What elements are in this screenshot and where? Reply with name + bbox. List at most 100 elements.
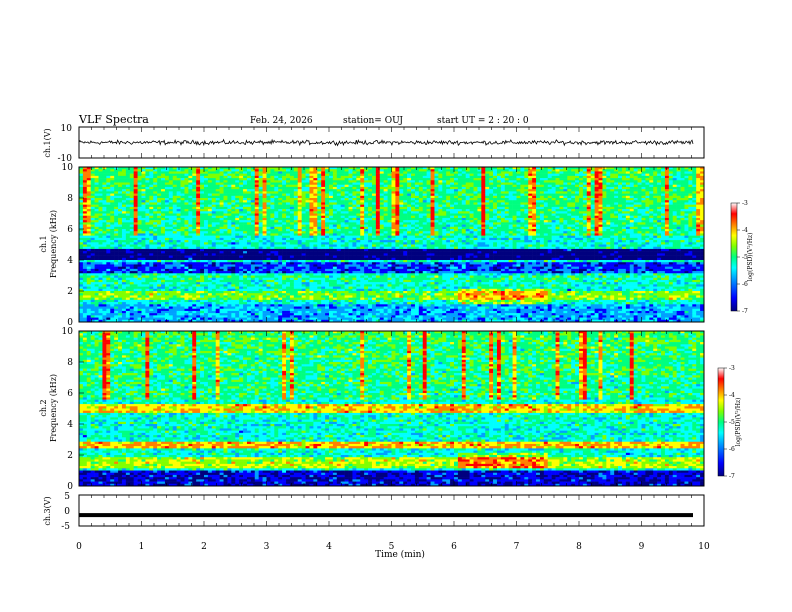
ch1-spectrogram-cell [282, 262, 287, 265]
ch1-spectrogram-cell [262, 304, 267, 307]
ch1-spectrogram-cell [235, 198, 240, 201]
ch1-spectrogram-cell [293, 277, 299, 281]
ch1-spectrogram-cell [227, 275, 232, 279]
ch1-spectrogram-cell [157, 231, 162, 234]
ch1-spectrogram-cell [176, 217, 181, 221]
ch1-spectrogram-cell [219, 235, 224, 239]
ch1-spectrogram-cell [207, 231, 213, 234]
ch1-spectrogram-cell [336, 213, 342, 217]
ch1-spectrogram-cell [340, 173, 345, 177]
ch1-spectrogram-cell [258, 200, 263, 203]
ch1-spectrogram-cell [223, 253, 228, 256]
ch1-spectrogram-cell [239, 295, 244, 298]
ch1-spectrogram-cell [239, 204, 244, 208]
ch1-spectrogram-cell [258, 273, 263, 276]
ch1-spectrogram-cell [282, 204, 287, 208]
ch1-spectrogram-cell [286, 273, 291, 276]
ch1-spectrogram-cell [204, 186, 209, 190]
ch1-spectrogram-cell [200, 226, 205, 230]
ch1-spectrogram-cell [200, 302, 205, 305]
ch1-spectrogram-cell [246, 178, 252, 181]
ch1-spectrogram-cell [250, 297, 256, 301]
ch1-spectrogram-cell [102, 224, 107, 228]
ch1-spectrogram-cell [321, 248, 326, 252]
ch1-spectrogram-cell [215, 293, 220, 296]
ch1-spectrogram-cell [325, 224, 330, 228]
ch1-spectrogram-cell [118, 262, 123, 265]
ch1-spectrogram-cell [227, 184, 232, 188]
ch1-spectrogram-cell [102, 231, 107, 234]
ch1-spectrogram-cell [168, 213, 174, 217]
ch1-spectrogram-cell [227, 313, 232, 316]
ch1-spectrogram-cell [102, 293, 107, 296]
ch1-spectrogram-cell [79, 178, 84, 181]
ch1-spectrogram-cell [161, 293, 166, 296]
ch1-spectrogram-cell [301, 178, 306, 181]
ch1-spectrogram-cell [332, 180, 338, 183]
ch1-spectrogram-cell [332, 277, 338, 281]
ch1-spectrogram-cell [176, 229, 181, 232]
ch1-spectrogram-cell [332, 217, 338, 221]
ch1-spectrogram-cell [79, 315, 84, 318]
ch1-spectrogram-cell [332, 182, 338, 186]
ch1-spectrogram-cell [196, 293, 201, 296]
ch1-spectrogram-cell [192, 275, 197, 279]
ch1-spectrogram-cell [141, 297, 146, 301]
ch1-spectrogram-cell [270, 291, 275, 294]
ch1-spectrogram-cell [196, 186, 201, 190]
ch1-spectrogram-cell [188, 264, 193, 267]
ch1-spectrogram-cell [286, 229, 291, 232]
ch1-spectrogram-cell [278, 248, 283, 252]
ch1-spectrogram-cell [102, 310, 107, 314]
ch1-spectrogram-cell [176, 313, 181, 316]
ch1-spectrogram-cell [184, 310, 189, 314]
ch1-spectrogram-cell [118, 198, 123, 201]
ch1-spectrogram-cell [286, 184, 291, 188]
ch1-spectrogram-cell [192, 186, 197, 190]
ch1-spectrogram-cell [121, 175, 127, 179]
ch1-spectrogram-cell [278, 279, 283, 283]
ch1-spectrogram-cell [145, 260, 150, 263]
ch1-spectrogram-cell [114, 302, 119, 305]
ch1-spectrogram-cell [164, 246, 170, 250]
ch1-spectrogram-cell [278, 242, 283, 245]
ch1-spectrogram-cell [344, 224, 349, 228]
ch1-spectrogram-cell [305, 288, 310, 292]
ch1-spectrogram-cell [317, 217, 322, 221]
ch1-spectrogram-cell [196, 308, 201, 312]
ch1-spectrogram-cell [164, 235, 170, 239]
ch1-spectrogram-cell [188, 206, 193, 210]
ch1-spectrogram-cell [157, 299, 162, 303]
ch1-spectrogram-cell [274, 195, 279, 199]
ch1-spectrogram-cell [118, 222, 123, 225]
ch1-spectrogram-cell [336, 169, 342, 172]
ch1-spectrogram-cell [149, 233, 154, 236]
ch1-spectrogram-cell [184, 248, 189, 252]
ch1-spectrogram-cell [110, 240, 115, 243]
ch1-spectrogram-cell [118, 299, 123, 303]
ch1-spectrogram-cell [223, 173, 228, 177]
ch1-spectrogram-cell [137, 222, 142, 225]
ch1-spectrogram-cell [98, 211, 103, 214]
ch1-spectrogram-cell [282, 304, 287, 307]
ch1-spectrogram-cell [82, 273, 88, 276]
ch1-spectrogram-cell [204, 302, 209, 305]
ch1-spectrogram-cell [325, 310, 330, 314]
ch1-spectrogram-cell [153, 293, 158, 296]
ch1-spectrogram-cell [102, 193, 107, 197]
ch1-spectrogram-cell [184, 222, 189, 225]
ch1-spectrogram-cell [317, 180, 322, 183]
ch1-spectrogram-cell [153, 175, 158, 179]
ch1-spectrogram-cell [98, 242, 103, 245]
ch1-spectrogram-cell [313, 173, 318, 177]
ch1-spectrogram-cell [125, 202, 131, 205]
ch1-spectrogram-cell [270, 306, 275, 310]
ch1-spectrogram-cell [204, 231, 209, 234]
ch1-spectrogram-cell [82, 313, 88, 316]
ch1-spectrogram-cell [227, 244, 232, 248]
ch1-spectrogram-cell [157, 271, 162, 274]
ch1-spectrogram-cell [118, 237, 123, 241]
ch1-spectrogram-cell [309, 291, 314, 294]
ch1-spectrogram-cell [200, 319, 205, 322]
ch1-spectrogram-cell [121, 266, 127, 270]
